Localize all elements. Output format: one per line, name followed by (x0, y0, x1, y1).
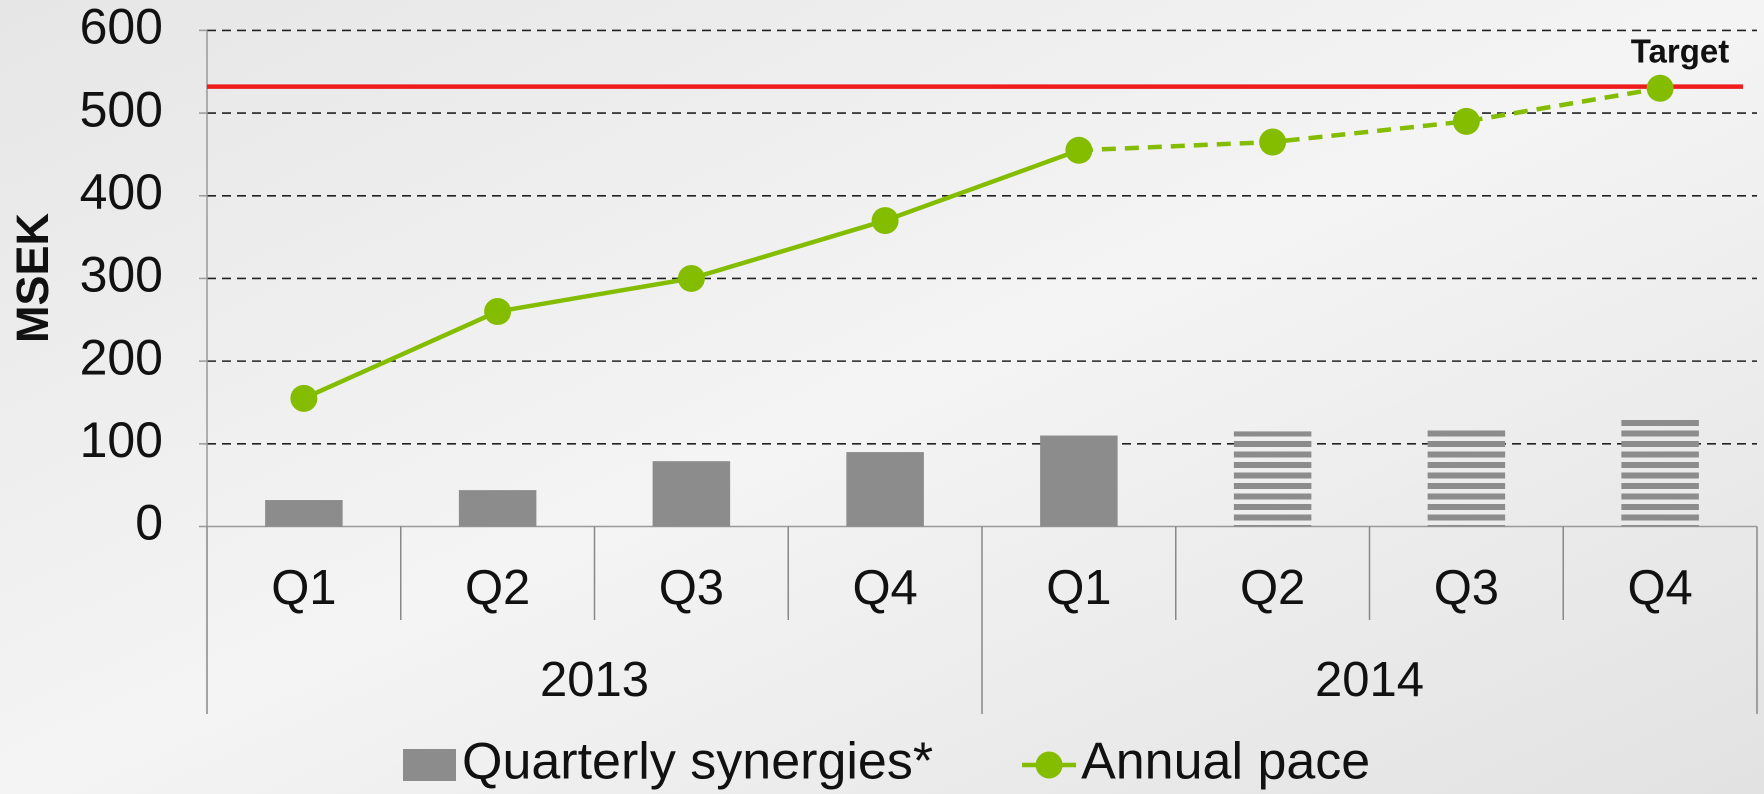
line-marker (290, 385, 317, 412)
bar (1621, 419, 1699, 526)
x-tick-label: Q3 (659, 561, 724, 615)
line-marker (1453, 108, 1480, 135)
line-marker (1259, 129, 1286, 156)
y-tick-label: 500 (80, 81, 163, 137)
background (0, 0, 1764, 794)
x-tick-label: Q1 (1046, 561, 1111, 615)
bar (653, 461, 731, 526)
chart: MSEK 0 100 200 300 400 500 600 Q1 Q2 Q3 Q4 2013 Q1 Q2… (0, 0, 1764, 794)
target-label: Target (1631, 33, 1729, 70)
x-tick-label: Q3 (1434, 561, 1499, 615)
x-tick-label: Q2 (465, 561, 530, 615)
bar (1234, 431, 1312, 526)
line-marker (484, 298, 511, 325)
line-marker (872, 207, 899, 234)
bar (459, 490, 537, 526)
y-axis-title: MSEK (7, 212, 58, 343)
x-tick-label: Q4 (852, 561, 917, 615)
x-tick-label: Q2 (1240, 561, 1305, 615)
y-tick-label: 400 (80, 164, 163, 220)
y-tick-label: 100 (80, 412, 163, 468)
group-label: 2013 (540, 653, 649, 707)
bar (1428, 426, 1506, 526)
bar (265, 500, 343, 526)
group-label: 2014 (1315, 653, 1424, 707)
bar (846, 452, 924, 526)
legend-swatch (1036, 752, 1063, 779)
x-tick-label: Q1 (271, 561, 336, 615)
line-marker (678, 265, 705, 292)
x-tick-label: Q4 (1627, 561, 1692, 615)
bar (1040, 436, 1118, 527)
y-tick-label: 600 (80, 0, 163, 55)
legend-label: Quarterly synergies* (462, 733, 933, 791)
line-marker (1647, 75, 1674, 102)
line-marker (1065, 137, 1092, 164)
legend-swatch (403, 749, 456, 781)
legend-label: Annual pace (1081, 733, 1370, 791)
y-tick-label: 200 (80, 329, 163, 385)
y-tick-label: 0 (135, 495, 163, 551)
y-tick-label: 300 (80, 247, 163, 303)
page: MSEK 0 100 200 300 400 500 600 Q1 Q2 Q3 Q4 2013 Q1 Q2… (0, 0, 1764, 794)
